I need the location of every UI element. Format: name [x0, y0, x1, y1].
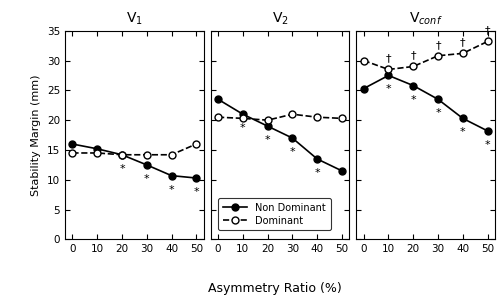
Text: *: * [410, 95, 416, 104]
Title: V$_{conf}$: V$_{conf}$ [409, 10, 442, 27]
Text: *: * [240, 123, 246, 133]
Line: Dominant: Dominant [360, 38, 491, 73]
Non Dominant [386, 74, 392, 77]
Legend: Non Dominant, Dominant: Non Dominant, Dominant [218, 198, 331, 231]
Line: Non Dominant: Non Dominant [214, 96, 346, 174]
Dominant [119, 153, 125, 157]
Line: Non Dominant: Non Dominant [69, 141, 200, 181]
Dominant [240, 117, 246, 120]
Dominant [168, 153, 174, 157]
Title: V$_1$: V$_1$ [126, 10, 143, 27]
Text: *: * [386, 84, 392, 94]
Dominant [94, 151, 100, 155]
Dominant [435, 54, 441, 58]
Non Dominant [435, 97, 441, 101]
Non Dominant [290, 136, 296, 140]
Dominant [215, 115, 221, 119]
Dominant [70, 151, 75, 155]
Non Dominant [168, 174, 174, 177]
Dominant [460, 52, 466, 55]
Text: †: † [386, 53, 391, 64]
Non Dominant [264, 124, 270, 128]
Line: Non Dominant: Non Dominant [360, 72, 491, 134]
Dominant [484, 40, 490, 43]
Text: *: * [485, 140, 490, 150]
Text: *: * [435, 108, 441, 118]
Text: Asymmetry Ratio (%): Asymmetry Ratio (%) [208, 282, 342, 295]
Dominant [264, 118, 270, 122]
Text: †: † [410, 51, 416, 60]
Line: Dominant: Dominant [214, 111, 346, 124]
Non Dominant [460, 117, 466, 120]
Dominant [194, 142, 200, 146]
Dominant [360, 59, 366, 62]
Non Dominant [360, 87, 366, 90]
Dominant [410, 65, 416, 68]
Dominant [386, 68, 392, 71]
Text: *: * [168, 185, 174, 195]
Text: †: † [485, 25, 490, 36]
Text: *: * [265, 135, 270, 145]
Text: *: * [290, 147, 295, 157]
Non Dominant [484, 129, 490, 133]
Text: *: * [194, 187, 199, 197]
Y-axis label: Stability Margin (mm): Stability Margin (mm) [32, 74, 42, 196]
Non Dominant [314, 157, 320, 161]
Non Dominant [70, 142, 75, 146]
Text: †: † [436, 40, 441, 50]
Dominant [144, 153, 150, 157]
Non Dominant [144, 163, 150, 167]
Text: *: * [314, 168, 320, 178]
Non Dominant [215, 97, 221, 101]
Text: †: † [460, 37, 466, 47]
Dominant [290, 112, 296, 116]
Text: *: * [119, 164, 125, 174]
Non Dominant [194, 176, 200, 180]
Line: Dominant: Dominant [69, 141, 200, 158]
Non Dominant [240, 112, 246, 116]
Text: *: * [460, 127, 466, 137]
Non Dominant [94, 147, 100, 151]
Title: V$_2$: V$_2$ [272, 10, 288, 27]
Non Dominant [119, 153, 125, 157]
Text: *: * [144, 174, 150, 184]
Dominant [314, 115, 320, 119]
Non Dominant [339, 169, 345, 173]
Non Dominant [410, 84, 416, 87]
Dominant [339, 117, 345, 120]
